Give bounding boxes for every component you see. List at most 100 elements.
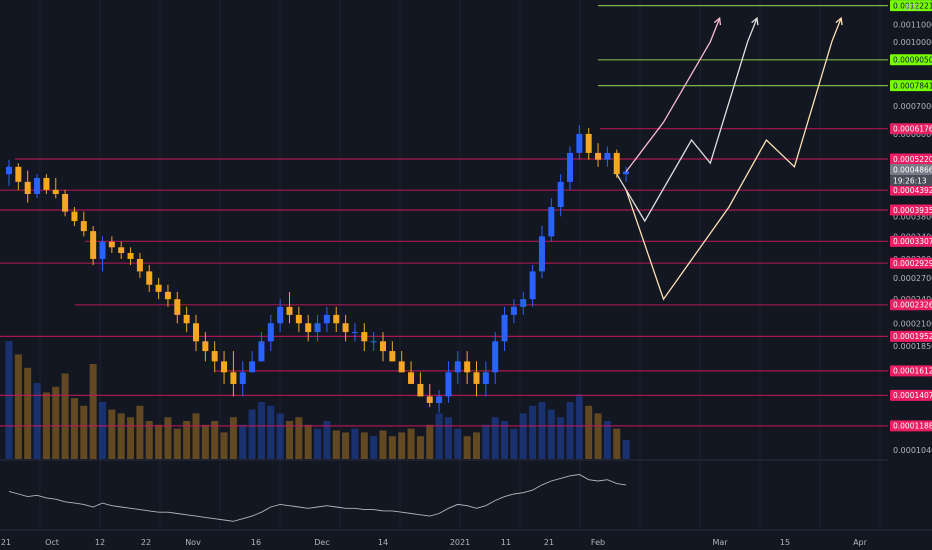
volume-bar: [257, 402, 265, 459]
candle-body: [249, 361, 256, 373]
candle-body: [277, 306, 284, 324]
volume-bar: [239, 424, 247, 459]
price-tick-label: 0.00021000: [893, 319, 932, 328]
volume-bar: [183, 421, 191, 459]
candle-body: [436, 396, 443, 403]
projection-path-peach: [625, 17, 842, 301]
candle-body: [62, 194, 69, 212]
volume-bar: [538, 402, 546, 459]
volume-bar: [501, 421, 509, 459]
time-tick-label: 11: [501, 538, 511, 547]
candle-body: [538, 236, 545, 272]
candle-body: [90, 231, 97, 259]
volume-bar: [444, 417, 452, 459]
level-badge: 0.00033078: [893, 237, 932, 246]
volume-bar: [360, 432, 368, 459]
arrow-head: [713, 16, 722, 26]
candle-body: [258, 341, 265, 362]
level-badge: 0.00023263: [893, 301, 932, 310]
candle-body: [80, 221, 87, 232]
level-badge-bg: [890, 257, 932, 269]
volume-bar: [370, 436, 378, 459]
candle-body: [15, 166, 22, 182]
volume-bar: [276, 413, 284, 459]
candle-body: [155, 284, 162, 292]
time-axis[interactable]: 21 Oct 12 22 Nov 16 Dec 14 2021 11 21 Feb Mar 15 Apr: [0, 529, 932, 547]
price-tick-label: 0.00060000: [893, 130, 932, 139]
countdown-badge-bg: [890, 175, 932, 187]
projection-paths[interactable]: [616, 16, 843, 301]
candle-body: [454, 361, 461, 373]
candle-body: [267, 323, 274, 342]
level-badge: 0.00014077: [893, 391, 932, 400]
volume-bar: [435, 413, 443, 459]
volume-bar: [117, 413, 125, 459]
arrow-head: [835, 16, 843, 26]
volume-bar: [229, 417, 237, 459]
volume-bar: [61, 373, 69, 459]
volume-bar: [566, 402, 574, 459]
countdown-badge: 19:26:13: [893, 176, 927, 185]
candle-body: [286, 306, 293, 315]
volume-bar: [52, 386, 60, 459]
time-tick-label: Nov: [185, 538, 201, 547]
volume-bar: [173, 428, 181, 459]
volume-bar: [426, 424, 434, 459]
price-tick-label: 0.00010400: [893, 446, 932, 455]
volume-bar: [14, 354, 22, 459]
candle-body: [464, 361, 471, 373]
time-tick-label: 16: [251, 538, 261, 547]
candle-body: [576, 133, 583, 153]
candle-body: [174, 299, 181, 315]
volume-bar: [220, 432, 228, 459]
volume-bar: [473, 432, 480, 459]
candle-body: [34, 177, 41, 195]
candle-body: [295, 314, 302, 324]
price-axis[interactable]: 0.00110000 0.00100000 0.00070000 0.00060000…: [888, 0, 932, 530]
candle-body: [99, 241, 106, 259]
candle-body: [361, 332, 368, 342]
candle-body: [482, 372, 489, 384]
candle-body: [380, 341, 386, 352]
last-price-badge-bg: [890, 164, 932, 176]
candle-body: [473, 372, 480, 384]
volume-bar: [379, 430, 387, 459]
target-badge-bg: [890, 80, 932, 92]
candle-body: [52, 189, 59, 195]
volume-bar: [510, 428, 518, 459]
arrow-head: [751, 16, 759, 26]
volume-bar: [248, 409, 256, 459]
volume-bar: [416, 436, 424, 459]
candle-body: [548, 207, 555, 237]
level-badge: 0.00011889: [893, 422, 932, 431]
volume-bar: [267, 405, 275, 459]
candle-body: [323, 314, 330, 324]
level-badge-bg: [890, 123, 932, 135]
volume-bar: [529, 405, 537, 459]
time-tick-label: Oct: [45, 538, 59, 547]
horizontal-levels[interactable]: [0, 5, 888, 427]
projection-path-white: [616, 17, 758, 223]
time-tick-label: 2021: [450, 538, 470, 547]
candle-body: [183, 314, 190, 324]
candle-body: [398, 361, 405, 373]
volume-bar: [5, 341, 13, 459]
level-badge-bg: [890, 153, 932, 165]
volume-bar: [519, 413, 527, 459]
candle-body: [43, 177, 50, 190]
candles[interactable]: [6, 125, 630, 413]
volume-bar: [342, 432, 350, 459]
level-badge: 0.00039358: [893, 206, 932, 215]
volume-bar: [211, 421, 219, 459]
candle-body: [351, 332, 358, 334]
last-price-badge: 0.00048663: [893, 165, 932, 174]
price-tick-label: 0.00038000: [893, 212, 932, 221]
volume-bar: [575, 394, 583, 459]
candle-body: [164, 291, 171, 300]
candle-body: [426, 396, 433, 403]
candle-body: [370, 341, 377, 343]
candle-body: [520, 299, 527, 307]
